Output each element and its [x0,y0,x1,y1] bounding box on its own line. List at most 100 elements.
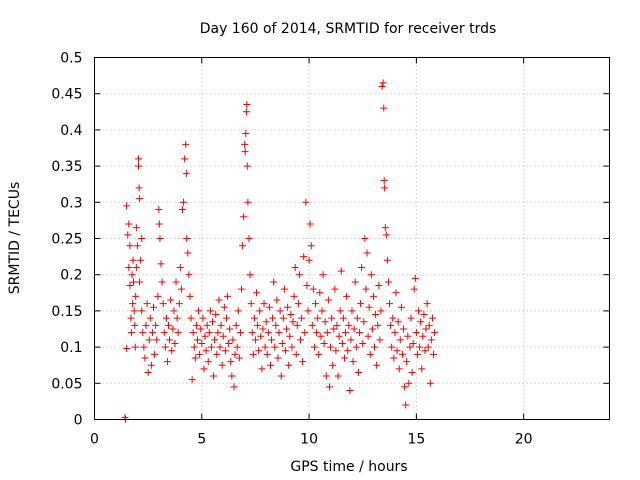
data-point [417,318,425,326]
data-point [244,198,252,206]
data-point [159,300,167,308]
data-point [310,343,318,351]
data-point [309,285,317,293]
data-point [135,184,143,192]
data-point [419,332,427,340]
data-point [366,350,374,358]
data-point [306,220,314,228]
data-point [176,263,184,271]
data-point [360,318,368,326]
data-point [224,292,232,300]
data-point [303,282,311,290]
data-point [378,82,386,90]
data-point [426,379,434,387]
data-point [380,104,388,112]
data-point [269,314,277,322]
data-point [340,354,348,362]
data-point [230,383,238,391]
data-point [210,372,218,380]
data-point [291,263,299,271]
data-point [363,249,371,257]
data-point [248,329,256,337]
data-point [266,361,274,369]
data-point [152,321,160,329]
tick-labels: 0 5 10 15 20 0 0.05 0.1 0.15 0.2 0.25 0.3 0.35 0.4 0.4… [51,51,532,448]
data-point [392,289,400,297]
data-point [353,314,361,322]
data-point [408,368,416,376]
data-point [157,260,165,268]
data-point [344,347,352,355]
data-point [155,220,163,228]
data-point [126,282,134,290]
data-point [182,140,190,148]
data-point [123,202,131,210]
data-point [389,314,397,322]
data-point [410,285,418,293]
data-point [415,307,423,315]
data-point [156,235,164,242]
data-point [302,198,310,206]
data-point [174,329,182,337]
data-point [205,329,213,337]
data-point [226,325,234,333]
data-point [240,213,248,221]
data-point [265,303,273,311]
data-point [237,285,245,293]
data-point [202,347,210,355]
data-point [421,347,429,355]
data-point [185,271,193,279]
data-point [405,379,413,387]
data-point [356,329,364,337]
data-point [171,339,179,347]
data-point [264,329,272,337]
data-point [388,343,396,351]
data-point [241,148,249,156]
data-point [424,343,432,351]
data-point [342,329,350,337]
data-point [250,314,258,322]
data-point [425,321,433,329]
data-point [295,271,303,279]
data-point [390,354,398,362]
data-point [253,289,261,297]
data-point [406,343,414,351]
data-point [364,332,372,340]
data-point [132,292,140,300]
data-points [121,79,439,423]
data-point [175,300,183,308]
data-point [213,350,221,358]
x-tick-label: 15 [407,432,425,448]
data-point [182,169,190,177]
data-point [151,350,159,358]
data-point [243,162,251,170]
data-point [262,318,270,326]
data-point [413,350,421,358]
data-point [222,314,230,322]
data-point [209,318,217,326]
data-point [231,350,239,358]
data-point [298,314,306,322]
data-point [365,303,373,311]
data-point [139,329,147,337]
data-point [299,358,307,366]
data-point [181,155,189,163]
data-point [245,235,253,242]
data-point [312,300,320,308]
data-point [268,336,276,344]
data-point [323,329,331,337]
data-point [166,336,174,344]
data-point [305,256,313,264]
data-point [263,350,271,358]
data-point [285,361,293,369]
data-point [165,321,173,329]
data-point [383,256,391,264]
data-point [397,303,405,311]
data-point [130,307,138,315]
data-point [191,354,199,362]
data-point [402,401,410,409]
data-point [338,339,346,347]
data-point [168,347,176,355]
x-tick-label: 5 [197,432,206,448]
data-point [330,325,338,333]
